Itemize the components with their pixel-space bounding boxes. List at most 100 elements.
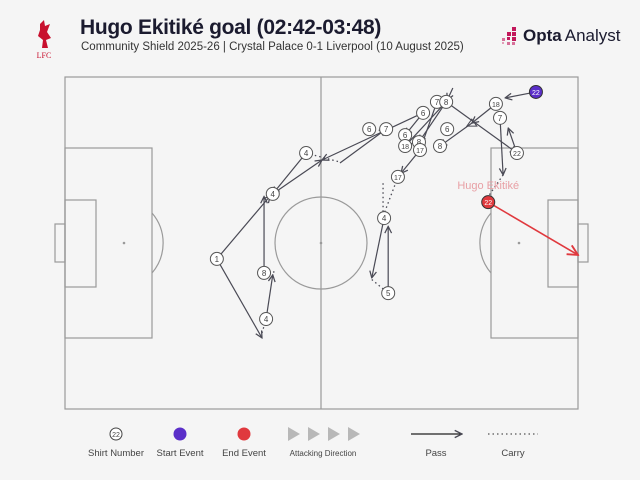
player-node: 4 — [299, 146, 314, 161]
player-node: 4 — [377, 211, 392, 226]
pass-line — [265, 275, 273, 320]
goal-shot-line — [487, 201, 578, 255]
player-node: 6 — [440, 122, 455, 137]
shirt-number: 4 — [264, 315, 269, 324]
player-node: 22 — [509, 146, 524, 161]
shirt-number: 7 — [435, 98, 440, 107]
node-circle — [381, 286, 396, 301]
legend-shirt-sample: 22 — [112, 432, 120, 439]
shirt-number: 6 — [421, 109, 426, 118]
shirt-number: 1 — [215, 255, 220, 264]
shirt-number: 6 — [445, 125, 450, 134]
shirt-number: 6 — [367, 125, 372, 134]
pass-line — [372, 217, 385, 278]
node-circle — [488, 96, 503, 111]
player-node: 6 — [362, 122, 377, 137]
player-node: 17 — [390, 169, 405, 184]
shirt-number: 8 — [417, 138, 422, 147]
shirt-number: 7 — [384, 125, 389, 134]
attacking-direction-icon — [288, 427, 360, 441]
pass-line — [322, 112, 424, 160]
node-circle — [412, 143, 427, 158]
lfc-logo: LFC — [37, 20, 52, 60]
legend-pass: Pass — [425, 448, 447, 459]
opta-analyst-logo: Opta Analyst — [500, 26, 620, 46]
node-circle — [390, 169, 405, 184]
shirt-number: 22 — [532, 90, 540, 97]
shirt-number: 8 — [444, 98, 449, 107]
player-node: 18 — [398, 139, 413, 154]
node-circle — [377, 211, 392, 226]
node-circle — [259, 312, 274, 327]
end-event-node: 22 — [481, 195, 496, 210]
node-circle — [528, 84, 543, 99]
shirt-number: 18 — [492, 102, 500, 109]
player-node: 4 — [259, 312, 274, 327]
shirt-number: 7 — [498, 114, 503, 123]
marker-triangle — [465, 118, 478, 127]
pass-line — [216, 196, 270, 260]
legend: 22 — [109, 427, 538, 441]
pass-line — [405, 101, 447, 146]
page-subtitle: Community Shield 2025-26 | Crystal Palac… — [81, 41, 464, 53]
legend-carry: Carry — [501, 448, 525, 459]
node-circle — [433, 139, 448, 154]
node-circle — [362, 122, 377, 137]
player-node: 8 — [433, 139, 448, 154]
node-circle — [209, 251, 224, 266]
player-node: 8 — [439, 94, 454, 109]
player-node: 6 — [416, 105, 431, 120]
node-circle — [416, 105, 431, 120]
node-circle — [257, 265, 272, 280]
shirt-number: 4 — [304, 149, 309, 158]
pass-line — [445, 101, 517, 153]
shirt-number: 22 — [484, 200, 492, 207]
pass-line — [419, 101, 447, 142]
pass-line — [216, 258, 262, 338]
brand-bold: Opta — [523, 26, 562, 45]
node-circle — [299, 146, 314, 161]
shirt-number: 17 — [416, 148, 424, 155]
node-circle — [509, 146, 524, 161]
legend-start-icon — [173, 427, 187, 441]
player-node: 7 — [379, 122, 394, 137]
start-event-node: 22 — [528, 84, 543, 99]
player-node: 4 — [265, 186, 280, 201]
shirt-number: 8 — [262, 269, 267, 278]
shirt-number: 4 — [382, 214, 387, 223]
node-circle — [265, 186, 280, 201]
shirt-number: 6 — [403, 131, 408, 140]
pass-line — [500, 117, 503, 175]
shirt-number: 22 — [513, 151, 521, 158]
player-node: 7 — [493, 110, 508, 125]
node-circle — [379, 122, 394, 137]
player-node: 8 — [257, 265, 272, 280]
svg-text:LFC: LFC — [37, 51, 52, 60]
shirt-number: 8 — [438, 142, 443, 151]
shirt-number: 18 — [401, 144, 409, 151]
shirt-number: 17 — [394, 175, 402, 182]
player-node: 17 — [412, 143, 427, 158]
legend-start-event: Start Event — [156, 448, 204, 459]
opta-dots-icon — [502, 27, 516, 45]
player-node: 1 — [209, 251, 224, 266]
pass-line — [272, 160, 322, 195]
node-circle — [398, 139, 413, 154]
page-title: Hugo Ekitiké goal (02:42-03:48) — [80, 16, 382, 39]
player-node: 5 — [381, 286, 396, 301]
legend-attacking-direction: Attacking Direction — [289, 449, 357, 458]
node-circle — [440, 122, 455, 137]
shirt-number: 4 — [271, 190, 276, 199]
node-circle — [493, 110, 508, 125]
legend-end-event: End Event — [222, 448, 266, 459]
legend-shirt-number: Shirt Number — [88, 448, 144, 459]
node-circle — [439, 94, 454, 109]
pass-line — [273, 152, 307, 194]
pass-line — [339, 129, 386, 164]
legend-end-icon — [237, 427, 251, 441]
brand-light: Analyst — [564, 26, 621, 45]
legend-shirt-icon — [109, 427, 123, 441]
player-node: 18 — [488, 96, 503, 111]
shirt-number: 5 — [386, 289, 391, 298]
